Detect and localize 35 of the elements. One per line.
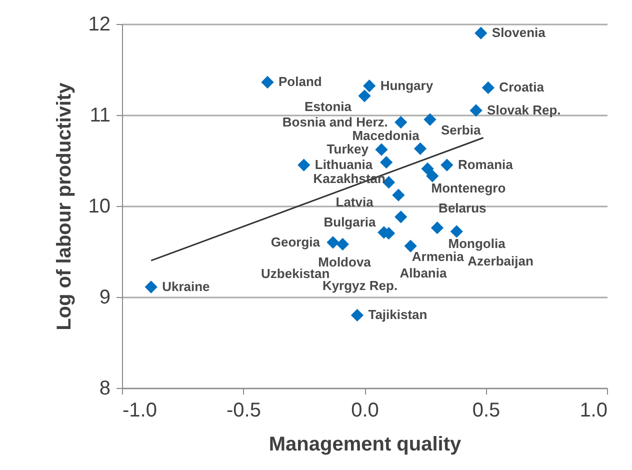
annotation: Bosnia and Herz. xyxy=(282,114,388,130)
annotation: Serbia xyxy=(440,122,482,138)
annotation: Albania xyxy=(400,265,448,280)
annotation: Estonia xyxy=(304,98,352,114)
annotation: Azerbaijan xyxy=(468,253,534,268)
x-tick-label: 0.5 xyxy=(472,400,500,422)
annotation: Mongolia xyxy=(448,236,506,251)
annotation: Tajikistan xyxy=(368,307,428,322)
annotation: Latvia xyxy=(336,194,374,210)
y-tick-label: 12 xyxy=(88,14,110,36)
annotation: Poland xyxy=(278,74,322,90)
annotation: Armenia xyxy=(412,248,465,264)
x-tick-label: 0.0 xyxy=(351,400,379,422)
annotation: Bulgaria xyxy=(324,214,377,230)
annotation: Montenegro xyxy=(431,180,506,196)
annotation: Croatia xyxy=(499,80,545,95)
annotation: Macedonia xyxy=(352,128,420,143)
annotation: Lithuania xyxy=(314,157,374,172)
y-tick-label: 9 xyxy=(99,286,110,308)
y-tick-label: 10 xyxy=(88,196,110,218)
annotation: Hungary xyxy=(380,78,434,93)
x-tick-label: 1.0 xyxy=(580,400,608,422)
y-tick-label: 11 xyxy=(90,104,110,126)
annotation: Georgia xyxy=(270,234,321,250)
x-tick-label: -1.0 xyxy=(122,400,157,422)
annotation: Ukraine xyxy=(162,278,210,294)
y-tick-label: 8 xyxy=(99,378,110,400)
annotation: Slovak Rep. xyxy=(487,102,561,118)
x-axis-title: Management quality xyxy=(268,434,462,456)
annotation: Slovenia xyxy=(492,25,546,40)
annotation: Turkey xyxy=(326,142,370,157)
annotation: Belarus xyxy=(438,200,486,216)
annotation: Romania xyxy=(458,157,514,172)
y-axis-title: Log of labour productivity xyxy=(53,82,76,330)
x-tick-label: -0.5 xyxy=(226,400,261,422)
